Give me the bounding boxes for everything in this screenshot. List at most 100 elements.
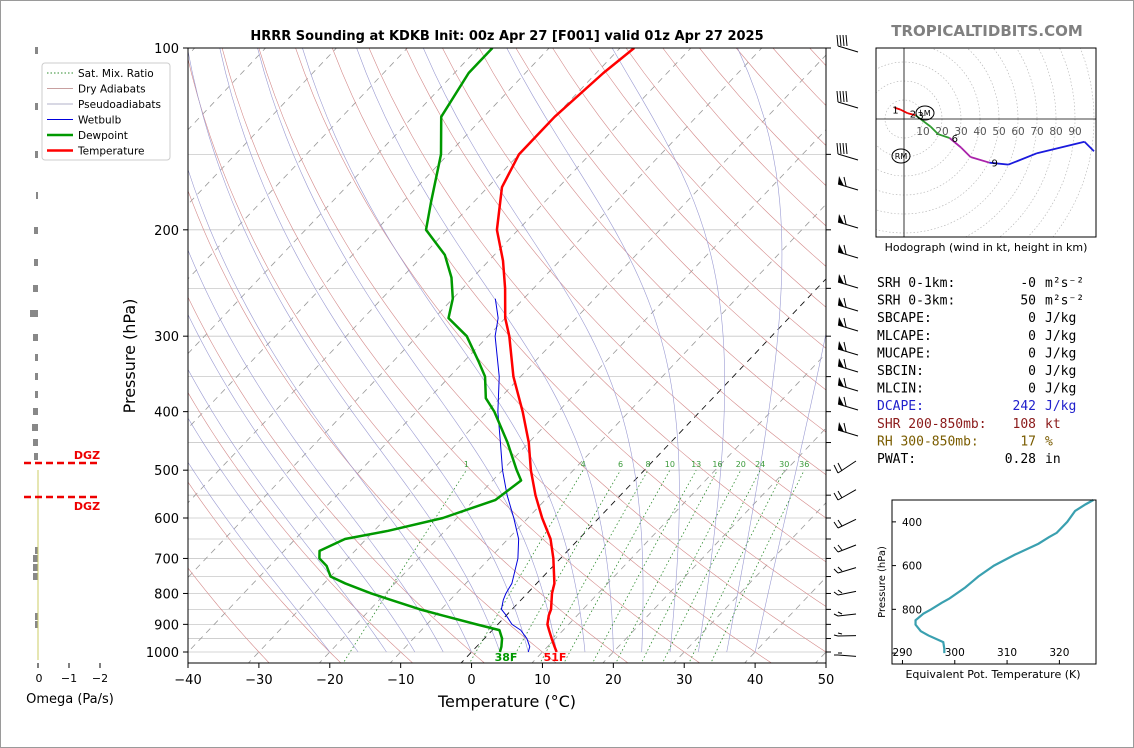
isotherm-line: [247, 54, 826, 663]
barb-flag: [839, 142, 842, 155]
x-tick-label: −40: [174, 673, 201, 688]
barb-flag: [843, 317, 847, 328]
theta-e-frame: [891, 499, 1097, 665]
storm-motion-lm: LM: [915, 105, 935, 121]
hodograph-height-label: 3: [917, 111, 923, 122]
param-row: SHR 200-850mb: 108 kt: [877, 417, 1061, 432]
param-unit: J/kg: [1045, 311, 1076, 326]
param-row: DCAPE: 242 J/kg: [877, 399, 1076, 414]
theta-e-xlabel: Equivalent Pot. Temperature (K): [905, 668, 1080, 681]
skewt-legend: Sat. Mix. Ratio Dry Adiabats Pseudoadiabat…: [41, 62, 171, 161]
hodograph-segment: [937, 133, 950, 139]
wind-barb: [833, 566, 857, 574]
barb-staff: [837, 460, 857, 474]
theta-e-ticks: 290 300 310 320 400 600 800: [892, 517, 1069, 664]
x-tick-label: 40: [747, 673, 764, 688]
param-label: SBCIN:: [877, 364, 924, 379]
wind-barb: [834, 652, 857, 657]
barb-flag: [837, 490, 843, 499]
omega-bar: [33, 564, 38, 571]
barb-flag: [842, 90, 845, 103]
param-row: SBCAPE: 0 J/kg: [877, 311, 1076, 326]
mixing-ratio-label: 16: [712, 460, 722, 469]
theta-e-y-tick-label: 400: [902, 517, 922, 529]
wind-barb: [833, 632, 857, 637]
theta-e-line: [914, 499, 1094, 654]
isotherm-line: [188, 48, 479, 355]
dry-adiabat-line: [188, 392, 414, 663]
barb-flag: [843, 341, 847, 352]
mixing-ratio-label: 20: [736, 460, 746, 469]
dry-adiabat-line: [368, 48, 826, 563]
hodograph-ring-label: 60: [1011, 126, 1024, 138]
param-unit: m²s⁻²: [1045, 276, 1084, 291]
mixing-ratio-line: [688, 469, 785, 663]
mixing-ratio-label: 36: [799, 460, 809, 469]
omega-bar: [35, 391, 38, 398]
theta-e-ylabel: Pressure (hPa): [877, 546, 888, 618]
y-tick-label: 200: [154, 224, 179, 239]
hodograph-segment: [960, 146, 972, 158]
mixing-ratio-line: [662, 469, 761, 663]
legend-label: Temperature: [77, 146, 145, 158]
param-row: SBCIN: 0 J/kg: [877, 364, 1076, 379]
barb-flag: [843, 297, 847, 308]
param-label: SBCAPE:: [877, 311, 932, 326]
wind-barb: [836, 142, 859, 161]
omega-bar: [36, 192, 38, 199]
dry-adiabat-line: [221, 48, 701, 663]
barb-staff: [837, 590, 857, 596]
theta-e-y-tick-label: 800: [902, 604, 922, 616]
y-tick-label: 300: [154, 330, 179, 345]
hodograph-height-label: 2: [910, 109, 916, 120]
hodograph-segment: [1083, 141, 1095, 152]
barb-flag: [833, 613, 839, 617]
omega-bar: [32, 424, 38, 431]
mixing-ratio-label: 6: [618, 460, 623, 469]
pseudoadiabat-line: [726, 48, 783, 653]
param-value: -0: [1020, 276, 1036, 291]
legend-label: Dry Adiabats: [78, 84, 146, 96]
hodograph-caption: Hodograph (wind in kt, height in km): [885, 241, 1088, 254]
omega-bars: [30, 47, 39, 660]
x-tick-label: −30: [245, 673, 272, 688]
barb-pennant: [838, 214, 844, 224]
barb-staff: [837, 153, 859, 161]
wind-barb: [833, 611, 857, 617]
hodograph-ring-label: 10: [916, 126, 929, 138]
x-tick-label: −20: [316, 673, 343, 688]
omega-xlabel: Omega (Pa/s): [26, 692, 114, 707]
theta-e-x-tick-label: 310: [997, 647, 1017, 659]
hodograph-segment: [907, 112, 916, 117]
dry-adiabat-line: [332, 48, 826, 607]
isotherm-line: [188, 48, 550, 429]
barb-staff: [837, 613, 857, 617]
skewt-xlabel: Temperature (°C): [437, 692, 576, 711]
theta-e-panel: 290 300 310 320 400 600 800 Equivalent Pot. Te…: [877, 499, 1097, 681]
barb-flag: [843, 358, 847, 369]
barb-flag: [843, 422, 847, 433]
barb-flag: [833, 492, 839, 501]
param-label: MLCAPE:: [877, 329, 932, 344]
barb-flag: [833, 568, 839, 574]
barb-staff: [837, 489, 857, 501]
barb-flag: [833, 634, 839, 637]
wind-barb: [837, 317, 859, 332]
barb-flag: [833, 464, 839, 474]
wind-barb: [837, 297, 859, 312]
omega-tick-0: 0: [36, 672, 43, 685]
barb-pennant: [838, 176, 844, 186]
wind-barb: [833, 489, 857, 501]
param-row: MLCIN: 0 J/kg: [877, 382, 1076, 397]
isotherm-line: [188, 48, 763, 653]
barb-pennant: [838, 377, 844, 387]
omega-panel: DGZ DGZ 0 −1 −2 Omega (Pa/s): [24, 47, 114, 707]
barb-flag: [845, 90, 848, 103]
dry-adiabat-line: [442, 48, 826, 476]
mixing-ratio-line: [509, 469, 621, 663]
param-unit: m²s⁻²: [1045, 294, 1084, 309]
param-row: MUCAPE: 0 J/kg: [877, 346, 1076, 361]
pseudoadiabat-line: [188, 249, 444, 653]
skewt-profiles: [318, 48, 635, 653]
isotherm-line: [814, 651, 826, 663]
